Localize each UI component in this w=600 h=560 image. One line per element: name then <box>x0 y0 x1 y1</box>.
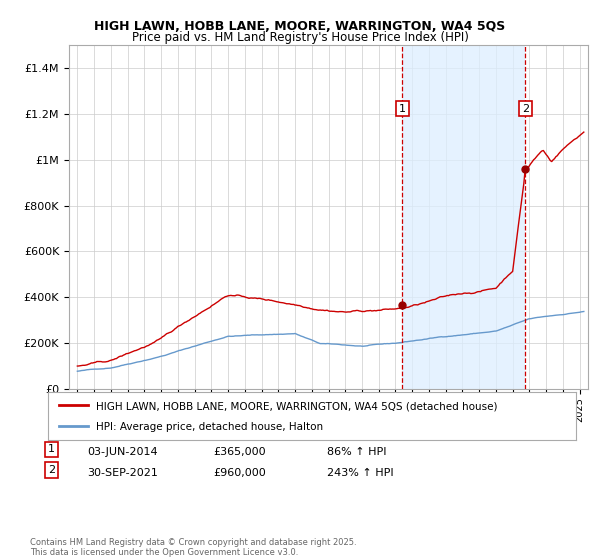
Text: HIGH LAWN, HOBB LANE, MOORE, WARRINGTON, WA4 5QS: HIGH LAWN, HOBB LANE, MOORE, WARRINGTON,… <box>94 20 506 32</box>
Text: 2: 2 <box>521 104 529 114</box>
Text: £365,000: £365,000 <box>213 447 266 458</box>
Text: 03-JUN-2014: 03-JUN-2014 <box>87 447 158 458</box>
Text: £960,000: £960,000 <box>213 468 266 478</box>
Text: Price paid vs. HM Land Registry's House Price Index (HPI): Price paid vs. HM Land Registry's House … <box>131 31 469 44</box>
Text: 1: 1 <box>48 445 55 455</box>
Text: 2: 2 <box>48 465 55 475</box>
Text: 1: 1 <box>399 104 406 114</box>
Text: 86% ↑ HPI: 86% ↑ HPI <box>327 447 386 458</box>
Text: 30-SEP-2021: 30-SEP-2021 <box>87 468 158 478</box>
Text: HIGH LAWN, HOBB LANE, MOORE, WARRINGTON, WA4 5QS (detached house): HIGH LAWN, HOBB LANE, MOORE, WARRINGTON,… <box>95 402 497 411</box>
Bar <box>403 45 525 389</box>
Text: Contains HM Land Registry data © Crown copyright and database right 2025.
This d: Contains HM Land Registry data © Crown c… <box>30 538 356 557</box>
Text: 243% ↑ HPI: 243% ↑ HPI <box>327 468 394 478</box>
Text: HPI: Average price, detached house, Halton: HPI: Average price, detached house, Halt… <box>95 422 323 432</box>
